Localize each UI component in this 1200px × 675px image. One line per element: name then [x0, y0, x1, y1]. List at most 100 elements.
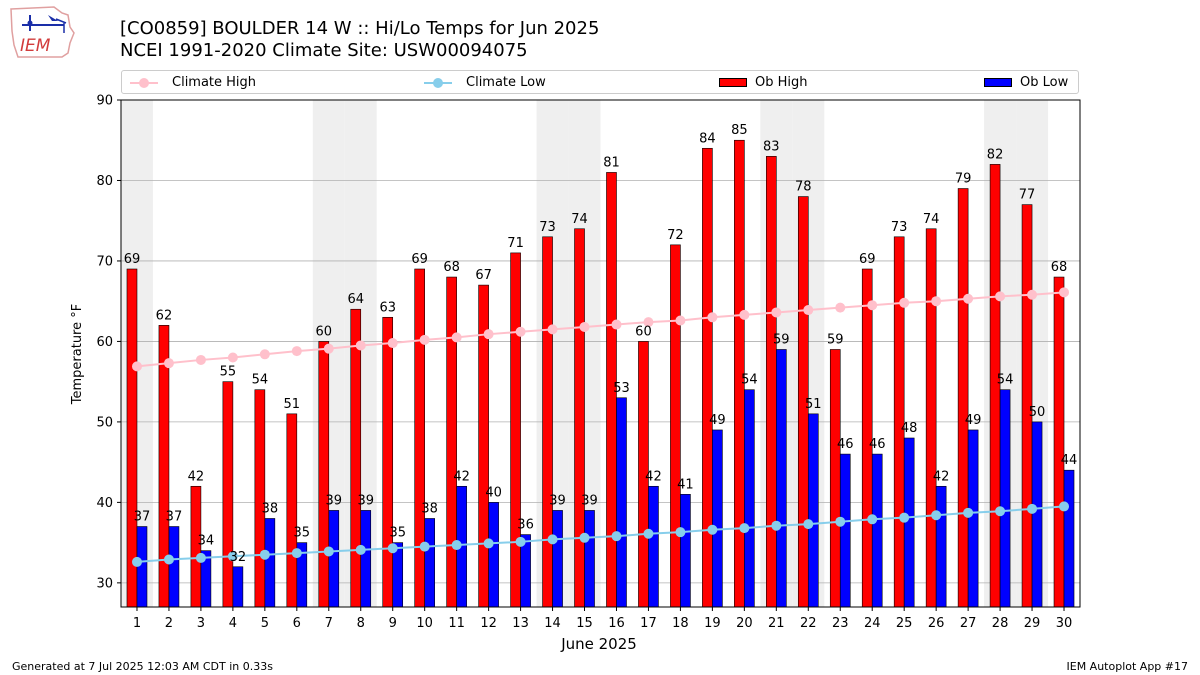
- data-label-ob-high: 60: [316, 324, 333, 339]
- point-climate-high: [611, 319, 622, 330]
- data-label-ob-low: 39: [326, 493, 343, 508]
- x-tick-label: 3: [197, 616, 205, 631]
- x-tick-label: 9: [389, 616, 397, 631]
- point-climate-low: [995, 506, 1006, 517]
- data-label-ob-low: 54: [997, 373, 1014, 388]
- data-label-ob-low: 41: [677, 477, 694, 492]
- legend-rect-swatch: [719, 78, 747, 87]
- bar-ob-low: [744, 389, 755, 608]
- point-climate-low: [1059, 501, 1070, 512]
- y-tick-label: 40: [96, 496, 113, 511]
- point-climate-high: [483, 329, 494, 340]
- x-axis-label: June 2025: [560, 635, 637, 653]
- bar-ob-high: [766, 156, 777, 608]
- bar-ob-low: [648, 485, 659, 608]
- x-tick-label: 14: [544, 616, 561, 631]
- data-label-ob-low: 42: [453, 469, 470, 484]
- legend-item-ob-high: Ob High: [719, 74, 808, 91]
- point-climate-high: [771, 307, 782, 318]
- data-label-ob-low: 49: [965, 413, 982, 428]
- point-climate-high: [579, 321, 590, 332]
- point-climate-high: [387, 338, 398, 349]
- point-climate-high: [163, 358, 174, 369]
- legend-marker: [139, 77, 149, 88]
- bar-ob-high: [925, 228, 937, 608]
- point-climate-low: [387, 543, 398, 554]
- point-climate-low: [611, 531, 622, 542]
- bar-ob-low: [1031, 421, 1043, 608]
- legend-item-ob-low: Ob Low: [984, 74, 1068, 91]
- bar-ob-low: [871, 453, 883, 608]
- point-climate-low: [867, 514, 878, 525]
- data-label-ob-low: 42: [933, 469, 950, 484]
- point-climate-low: [739, 523, 750, 534]
- bar-ob-low: [712, 429, 723, 608]
- point-climate-high: [1059, 287, 1070, 298]
- point-climate-high: [131, 361, 142, 372]
- point-climate-low: [291, 548, 302, 559]
- data-label-ob-high: 79: [955, 172, 972, 187]
- bar-ob-low: [584, 510, 595, 608]
- x-tick-label: 12: [480, 616, 497, 631]
- point-climate-high: [739, 309, 750, 320]
- x-tick-label: 22: [800, 616, 817, 631]
- point-climate-low: [515, 536, 526, 547]
- x-tick-label: 4: [229, 616, 237, 631]
- chart-legend: Climate High Climate Low Ob High Ob Low: [121, 70, 1079, 94]
- bar-ob-low: [999, 389, 1011, 608]
- data-label-ob-low: 53: [613, 381, 630, 396]
- bar-ob-high: [957, 188, 969, 608]
- x-tick-label: 29: [1024, 616, 1041, 631]
- bar-ob-high: [318, 341, 330, 608]
- bar-ob-high: [542, 236, 553, 608]
- plot-frame: [120, 99, 1081, 608]
- x-tick-label: 21: [768, 616, 785, 631]
- title-line-1: [CO0859] BOULDER 14 W :: Hi/Lo Temps for…: [120, 18, 600, 39]
- data-label-ob-high: 77: [1019, 188, 1036, 203]
- data-label-ob-low: 54: [741, 373, 758, 388]
- data-label-ob-low: 32: [230, 550, 247, 565]
- data-label-ob-high: 68: [1051, 260, 1068, 275]
- point-climate-high: [355, 340, 366, 351]
- x-tick-label: 7: [325, 616, 333, 631]
- bar-ob-low: [360, 510, 372, 608]
- x-tick-label: 6: [293, 616, 301, 631]
- data-label-ob-low: 46: [837, 437, 854, 452]
- data-label-ob-low: 49: [709, 413, 726, 428]
- x-tick-label: 23: [832, 616, 849, 631]
- bar-ob-low: [168, 526, 180, 608]
- point-climate-high: [1027, 289, 1038, 300]
- bar-ob-high: [702, 147, 713, 608]
- x-tick-label: 10: [416, 616, 433, 631]
- point-climate-high: [963, 293, 974, 304]
- point-climate-low: [1027, 503, 1038, 514]
- y-tick-label: 80: [96, 174, 113, 189]
- data-label-ob-high: 69: [411, 252, 428, 267]
- point-climate-high: [419, 334, 430, 345]
- point-climate-low: [675, 527, 686, 538]
- point-climate-high: [675, 315, 686, 326]
- data-label-ob-low: 35: [294, 526, 311, 541]
- point-climate-high: [451, 332, 462, 343]
- bar-ob-low: [807, 413, 819, 608]
- point-climate-low: [643, 528, 654, 539]
- data-label-ob-low: 44: [1061, 453, 1078, 468]
- x-tick-label: 20: [736, 616, 753, 631]
- data-label-ob-low: 36: [517, 518, 534, 533]
- x-tick-label: 2: [165, 616, 173, 631]
- x-tick-label: 27: [960, 616, 977, 631]
- data-label-ob-high: 74: [571, 212, 588, 227]
- data-label-ob-high: 85: [731, 123, 748, 138]
- data-label-ob-low: 48: [901, 421, 918, 436]
- point-climate-low: [931, 510, 942, 521]
- point-climate-high: [899, 297, 910, 308]
- legend-line-swatch: [130, 77, 158, 88]
- bar-ob-low: [232, 566, 244, 608]
- point-climate-low: [259, 549, 270, 560]
- data-label-ob-high: 73: [891, 220, 908, 235]
- legend-item-climate-high: Climate High: [130, 74, 256, 91]
- climate-lines: [131, 287, 1070, 567]
- data-label-ob-low: 37: [134, 510, 151, 525]
- data-label-ob-high: 63: [379, 300, 396, 315]
